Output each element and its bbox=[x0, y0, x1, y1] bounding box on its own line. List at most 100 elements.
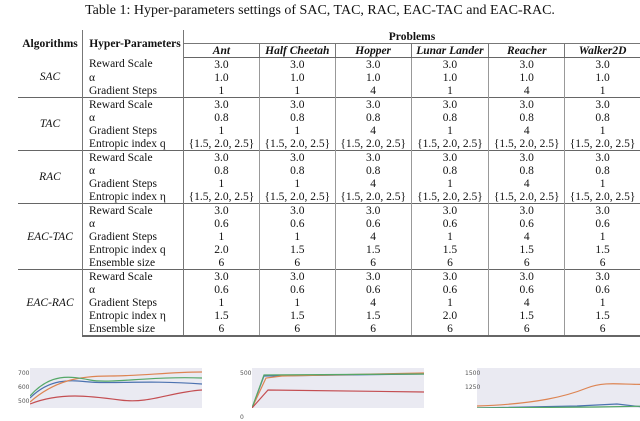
hyper-parameter-name: Reward Scale bbox=[83, 270, 184, 284]
table-row: Entropic index q{1.5, 2.0, 2.5}{1.5, 2.0… bbox=[18, 137, 640, 151]
problem-header: Half Cheetah bbox=[259, 44, 335, 58]
value-cell: 3.0 bbox=[489, 98, 565, 112]
value-cell: 4 bbox=[335, 124, 411, 137]
value-cell: 3.0 bbox=[489, 270, 565, 284]
value-cell: 0.6 bbox=[259, 283, 335, 296]
value-cell: 1 bbox=[259, 124, 335, 137]
value-cell: 6 bbox=[489, 322, 565, 336]
hyper-parameter-name: Gradient Steps bbox=[83, 84, 184, 98]
value-cell: 1 bbox=[184, 124, 260, 137]
hyperparameter-table: Algorithms Hyper-Parameters Problems Ant… bbox=[18, 30, 640, 337]
value-cell: {1.5, 2.0, 2.5} bbox=[565, 190, 640, 204]
value-cell: {1.5, 2.0, 2.5} bbox=[489, 137, 565, 151]
value-cell: 3.0 bbox=[565, 204, 640, 218]
value-cell: 1.5 bbox=[489, 309, 565, 322]
hyper-parameter-name: α bbox=[83, 164, 184, 177]
value-cell: 1.5 bbox=[565, 309, 640, 322]
value-cell: 1 bbox=[411, 124, 489, 137]
value-cell: 0.8 bbox=[489, 111, 565, 124]
hyper-parameter-name: Reward Scale bbox=[83, 204, 184, 218]
value-cell: 0.6 bbox=[184, 283, 260, 296]
value-cell: 3.0 bbox=[411, 270, 489, 284]
value-cell: 6 bbox=[489, 256, 565, 270]
value-cell: 3.0 bbox=[489, 204, 565, 218]
value-cell: 1.5 bbox=[565, 243, 640, 256]
value-cell: 3.0 bbox=[411, 151, 489, 165]
value-cell: 1 bbox=[184, 296, 260, 309]
value-cell: 4 bbox=[489, 84, 565, 98]
value-cell: 0.8 bbox=[565, 164, 640, 177]
value-cell: 3.0 bbox=[411, 58, 489, 72]
value-cell: {1.5, 2.0, 2.5} bbox=[335, 190, 411, 204]
hyper-parameter-name: α bbox=[83, 283, 184, 296]
value-cell: 4 bbox=[489, 177, 565, 190]
value-cell: 6 bbox=[259, 256, 335, 270]
value-cell: 1 bbox=[565, 230, 640, 243]
value-cell: 6 bbox=[335, 256, 411, 270]
hyper-parameter-name: Ensemble size bbox=[83, 322, 184, 336]
value-cell: 1 bbox=[184, 230, 260, 243]
value-cell: 0.6 bbox=[489, 217, 565, 230]
value-cell: 1 bbox=[184, 177, 260, 190]
value-cell: 2.0 bbox=[411, 309, 489, 322]
value-cell: 3.0 bbox=[259, 270, 335, 284]
value-cell: 0.8 bbox=[259, 111, 335, 124]
value-cell: 6 bbox=[184, 322, 260, 336]
plot-background bbox=[30, 368, 202, 408]
hyper-parameter-name: Reward Scale bbox=[83, 58, 184, 72]
value-cell: 3.0 bbox=[259, 151, 335, 165]
value-cell: 1 bbox=[259, 230, 335, 243]
value-cell: 1 bbox=[259, 84, 335, 98]
algorithm-name: TAC bbox=[18, 98, 83, 151]
value-cell: 0.6 bbox=[184, 217, 260, 230]
value-cell: 1.5 bbox=[259, 309, 335, 322]
value-cell: 6 bbox=[565, 256, 640, 270]
hyper-parameter-name: Entropic index η bbox=[83, 190, 184, 204]
value-cell: 6 bbox=[565, 322, 640, 336]
plot-area bbox=[477, 368, 640, 408]
value-cell: 1.5 bbox=[335, 309, 411, 322]
value-cell: 3.0 bbox=[259, 204, 335, 218]
value-cell: 6 bbox=[184, 256, 260, 270]
value-cell: 0.6 bbox=[411, 283, 489, 296]
hyper-parameter-name: Ensemble size bbox=[83, 256, 184, 270]
value-cell: 1.5 bbox=[335, 243, 411, 256]
value-cell: 0.8 bbox=[335, 164, 411, 177]
value-cell: 0.8 bbox=[565, 111, 640, 124]
value-cell: 3.0 bbox=[184, 204, 260, 218]
value-cell: 1 bbox=[565, 177, 640, 190]
plot-area bbox=[30, 368, 202, 408]
y-tick-label: 600 bbox=[18, 384, 29, 391]
header-problems: Problems bbox=[184, 30, 640, 44]
value-cell: 1.5 bbox=[411, 243, 489, 256]
value-cell: 0.8 bbox=[184, 164, 260, 177]
hyper-parameter-name: Gradient Steps bbox=[83, 230, 184, 243]
algorithm-name: SAC bbox=[18, 58, 83, 98]
value-cell: 1.5 bbox=[259, 243, 335, 256]
algorithm-name: RAC bbox=[18, 151, 83, 204]
value-cell: 3.0 bbox=[259, 58, 335, 72]
y-tick-label: 1500 bbox=[465, 370, 480, 377]
value-cell: 4 bbox=[335, 230, 411, 243]
problem-header: Ant bbox=[184, 44, 260, 58]
algorithm-name: EAC-TAC bbox=[18, 204, 83, 270]
value-cell: 3.0 bbox=[565, 58, 640, 72]
value-cell: 3.0 bbox=[489, 151, 565, 165]
value-cell: 0.6 bbox=[411, 217, 489, 230]
hyper-parameter-name: Entropic index q bbox=[83, 243, 184, 256]
value-cell: 1 bbox=[411, 177, 489, 190]
value-cell: 1.0 bbox=[259, 71, 335, 84]
value-cell: 0.6 bbox=[489, 283, 565, 296]
